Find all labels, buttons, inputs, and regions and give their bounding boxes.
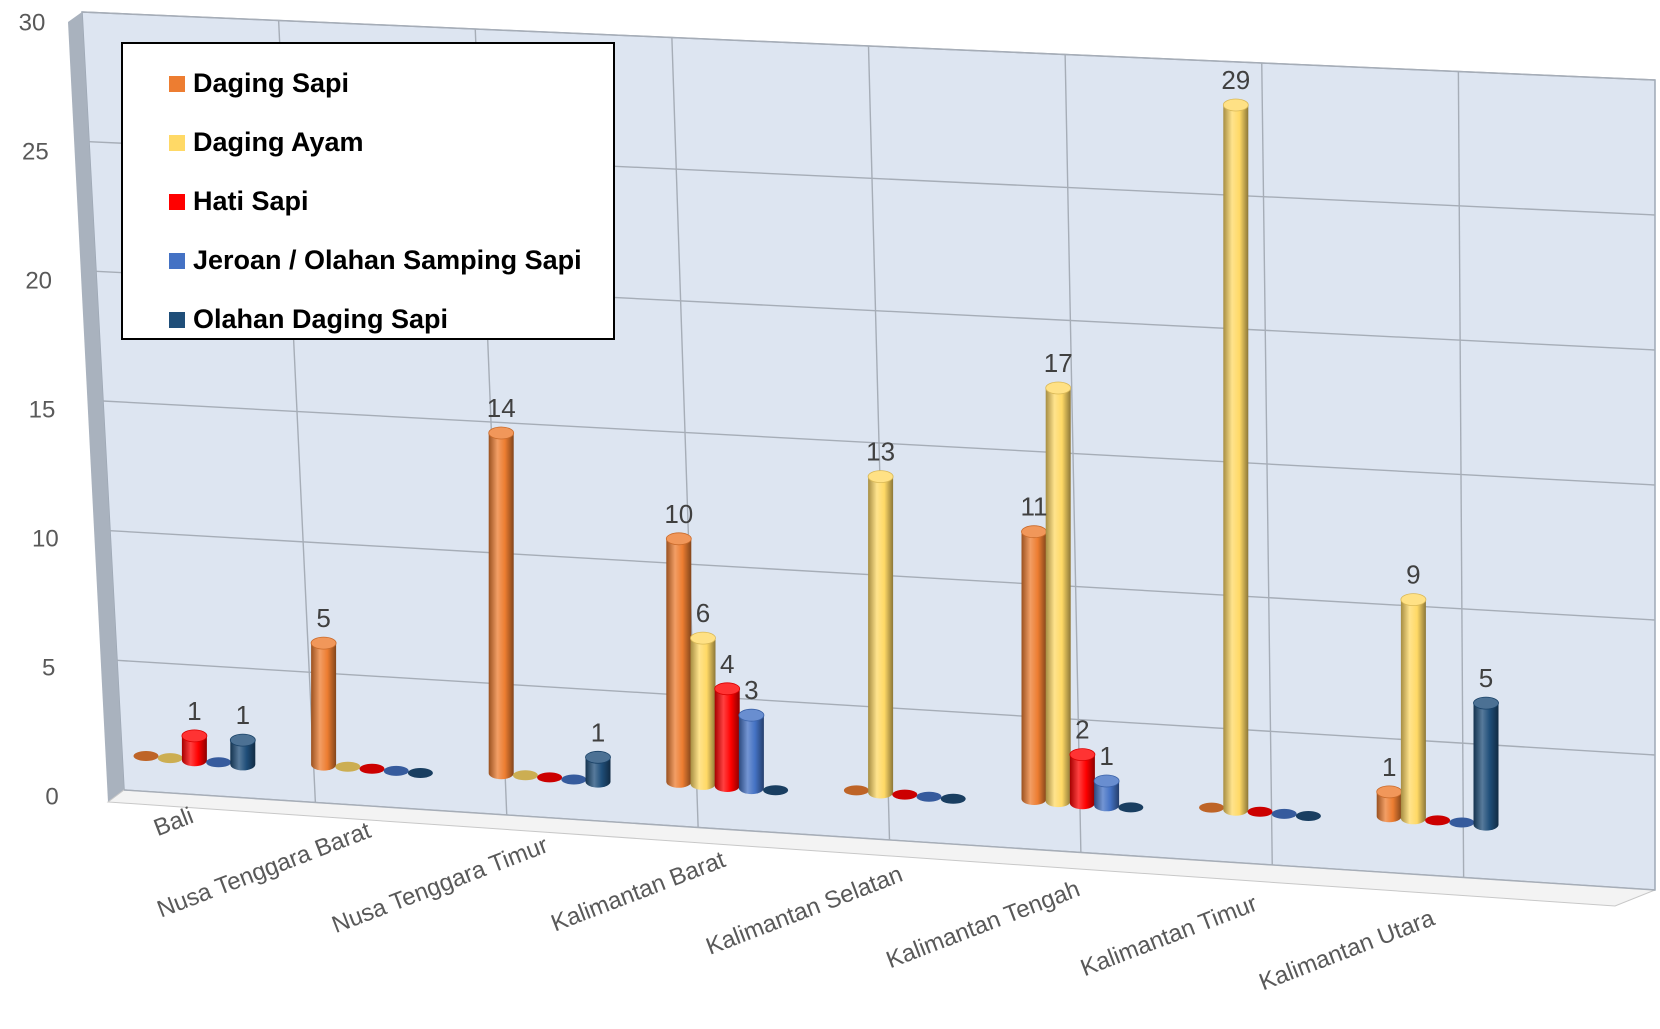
data-label: 1	[236, 700, 250, 730]
y-tick-label: 30	[19, 9, 46, 36]
data-label: 4	[720, 649, 734, 679]
bar	[585, 750, 611, 788]
bar	[157, 753, 183, 764]
legend-item-jeroan: Jeroan / Olahan Samping Sapi	[169, 231, 613, 290]
bar	[488, 426, 515, 780]
legend-swatch	[169, 193, 185, 210]
x-tick-label: Kalimantan Tengah	[883, 875, 1084, 974]
bars	[133, 98, 1499, 831]
bar	[1069, 748, 1096, 810]
bar	[181, 729, 208, 767]
bar	[1295, 811, 1321, 821]
legend-item-olahan-daging-sapi: Olahan Daging Sapi	[169, 290, 613, 349]
data-label: 1	[1099, 741, 1113, 771]
legend-swatch	[169, 311, 185, 328]
bar	[738, 708, 765, 795]
data-label: 13	[866, 437, 895, 467]
x-gridline	[1457, 71, 1465, 878]
x-tick-label: Nusa Tenggara Timur	[328, 832, 551, 939]
legend-item-hati-sapi: Hati Sapi	[169, 172, 613, 231]
bar	[335, 761, 361, 772]
bar	[561, 774, 587, 785]
bar	[714, 682, 741, 792]
legend-label: Daging Ayam	[193, 127, 364, 157]
data-label: 29	[1221, 65, 1250, 95]
bar	[1021, 525, 1047, 805]
data-label: 1	[187, 696, 201, 726]
y-tick-label: 15	[29, 396, 56, 423]
bar	[1222, 98, 1249, 816]
x-tick-label: Nusa Tenggara Barat	[153, 817, 374, 923]
y-tick-label: 25	[22, 138, 49, 165]
data-label: 14	[487, 393, 516, 423]
x-gridline	[1261, 62, 1273, 866]
bar	[1425, 815, 1451, 826]
legend-item-daging-sapi: Daging Sapi	[169, 54, 613, 113]
data-label: 10	[664, 499, 693, 529]
bar	[1473, 696, 1499, 831]
y-tick-label: 10	[32, 525, 59, 552]
legend-swatch	[169, 134, 185, 151]
x-tick-label: Kalimantan Timur	[1077, 890, 1261, 982]
bar	[1400, 593, 1427, 825]
y-tick-label: 5	[42, 654, 55, 681]
bar	[940, 793, 966, 804]
data-label: 1	[1382, 752, 1396, 782]
legend-item-daging-ayam: Daging Ayam	[169, 113, 613, 172]
x-tick-label: Kalimantan Selatan	[702, 861, 906, 961]
bar	[867, 470, 894, 799]
legend-label: Hati Sapi	[193, 186, 309, 216]
x-gridline	[1064, 54, 1082, 853]
data-label: 9	[1406, 560, 1420, 590]
bar	[1118, 802, 1144, 813]
legend-label: Daging Sapi	[193, 68, 350, 98]
legend-label: Jeroan / Olahan Samping Sapi	[193, 245, 582, 275]
data-label: 11	[1021, 492, 1048, 522]
bar	[512, 770, 538, 781]
bar	[383, 765, 409, 776]
y-axis-ticks: 0 5 10 15 20 25 30	[19, 9, 59, 810]
bar	[916, 791, 942, 802]
bar	[892, 789, 918, 800]
bar	[133, 751, 159, 761]
bar	[1376, 785, 1403, 823]
bar	[1271, 808, 1297, 819]
legend-swatch	[169, 252, 185, 269]
bar	[407, 768, 433, 778]
x-tick-label: Kalimantan Utara	[1255, 904, 1438, 996]
data-label: 2	[1075, 715, 1089, 745]
bar	[206, 757, 232, 768]
data-label: 3	[744, 675, 758, 705]
y-tick-label: 0	[45, 783, 58, 810]
bar	[310, 636, 337, 771]
x-tick-label: Kalimantan Barat	[547, 846, 729, 937]
data-label: 17	[1044, 348, 1073, 378]
bar	[763, 785, 789, 796]
data-label: 5	[316, 603, 330, 633]
bar	[690, 631, 716, 790]
legend-label: Olahan Daging Sapi	[193, 304, 449, 334]
bar	[1093, 774, 1120, 812]
bar	[229, 733, 256, 771]
chart-side-wall	[68, 12, 124, 802]
data-label: 1	[591, 717, 605, 747]
data-label: 6	[696, 598, 710, 628]
bar	[537, 772, 563, 783]
legend-swatch	[169, 75, 185, 92]
bar	[1199, 802, 1225, 813]
bar	[1449, 817, 1475, 828]
bar	[665, 532, 692, 788]
y-tick-label: 20	[25, 267, 52, 294]
bar	[1247, 806, 1273, 817]
legend: Daging Sapi Daging Ayam Hati Sapi Jeroan…	[121, 42, 615, 340]
bar	[843, 785, 869, 796]
data-label: 5	[1479, 663, 1493, 693]
bar	[1045, 381, 1072, 808]
bar	[359, 763, 385, 774]
x-tick-label: Bali	[150, 802, 197, 842]
